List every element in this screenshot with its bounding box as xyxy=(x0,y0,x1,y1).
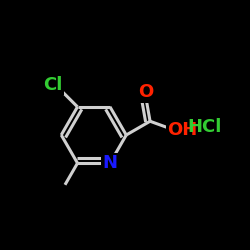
Text: Cl: Cl xyxy=(43,76,62,94)
Text: O: O xyxy=(138,83,153,101)
Text: OH: OH xyxy=(167,121,198,139)
Text: HCl: HCl xyxy=(188,118,222,136)
Text: N: N xyxy=(102,154,118,172)
